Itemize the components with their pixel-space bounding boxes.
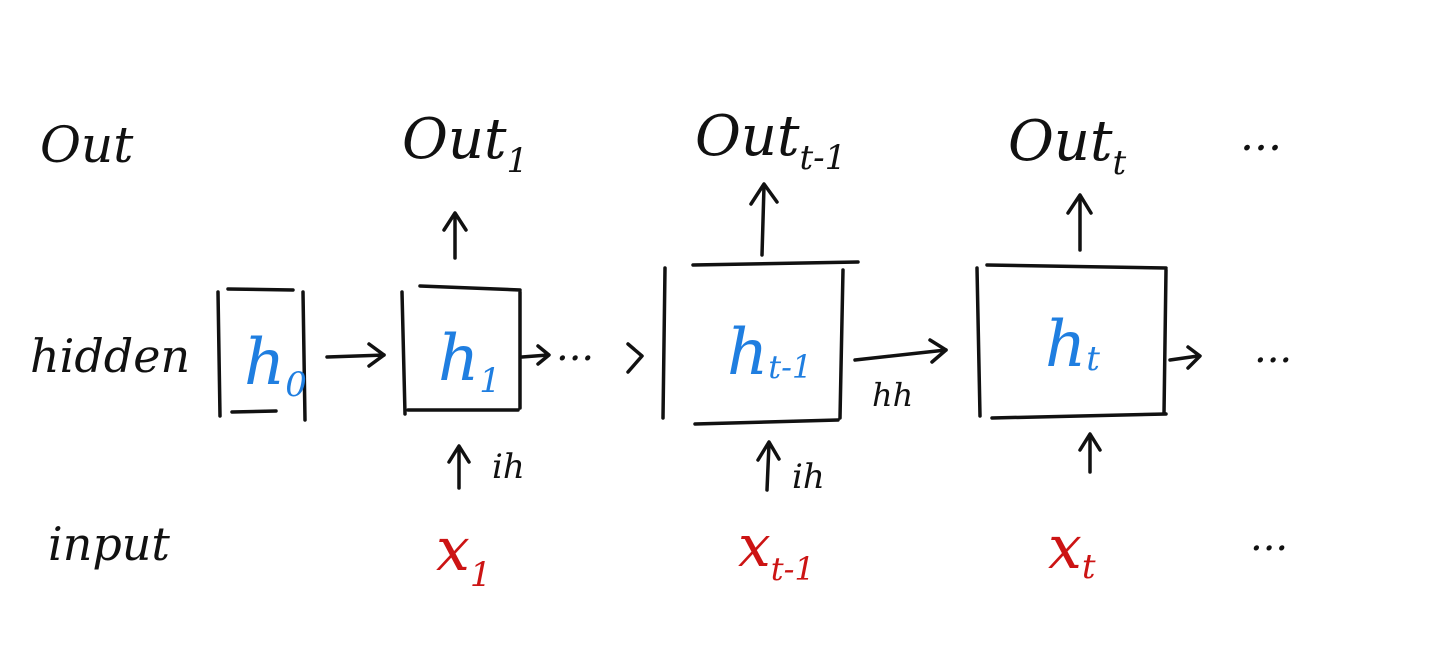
arrow-h1-to-out1 xyxy=(442,211,468,260)
hidden-box-ht: ht xyxy=(975,263,1168,420)
row-label-out: Out xyxy=(40,116,134,174)
hidden-ellipsis-mid: ... xyxy=(556,324,594,370)
arrow-ht1-to-outt1 xyxy=(749,182,779,257)
hidden-state-ht-1: ht-1 xyxy=(727,316,812,390)
input-label-x1: x1 xyxy=(436,515,491,595)
edge-label-hh: hh xyxy=(872,376,913,414)
hidden-box-h0: h0 xyxy=(216,287,307,422)
arrow-x1-to-h1 xyxy=(447,444,471,490)
hidden-state-h1: h1 xyxy=(438,322,501,401)
input-label-xt1: xt-1 xyxy=(738,512,815,588)
arrow-xt1-to-ht1 xyxy=(756,440,781,492)
output-label-t: Outt xyxy=(1008,109,1126,183)
arrow-dots-to-ht1 xyxy=(626,342,644,374)
arrow-ht1-to-ht xyxy=(853,338,948,364)
row-label-input: input xyxy=(48,517,170,571)
output-ellipsis: ... xyxy=(1240,110,1282,161)
hidden-ellipsis-end: ... xyxy=(1254,326,1292,372)
arrow-h1-to-dots xyxy=(520,344,551,366)
input-label-xt: xt xyxy=(1048,513,1096,587)
row-label-hidden: hidden xyxy=(30,329,190,383)
edge-label-ih-t1: ih xyxy=(792,457,825,497)
input-ellipsis: ... xyxy=(1250,514,1288,560)
hidden-box-h1: h1 xyxy=(400,284,522,416)
output-label-1: Out1 xyxy=(402,107,528,181)
arrow-ht-to-next xyxy=(1168,345,1202,370)
arrow-ht-to-outt xyxy=(1066,193,1093,252)
hidden-state-ht: ht xyxy=(1045,308,1100,382)
arrow-xt-to-ht xyxy=(1078,432,1102,474)
arrow-h0-to-h1 xyxy=(325,342,386,368)
edge-label-ih-1: ih xyxy=(492,447,525,487)
hidden-box-ht-1: ht-1 xyxy=(661,260,860,426)
output-label-t-1: Outt-1 xyxy=(695,104,846,178)
hidden-state-h0: h0 xyxy=(244,326,307,405)
